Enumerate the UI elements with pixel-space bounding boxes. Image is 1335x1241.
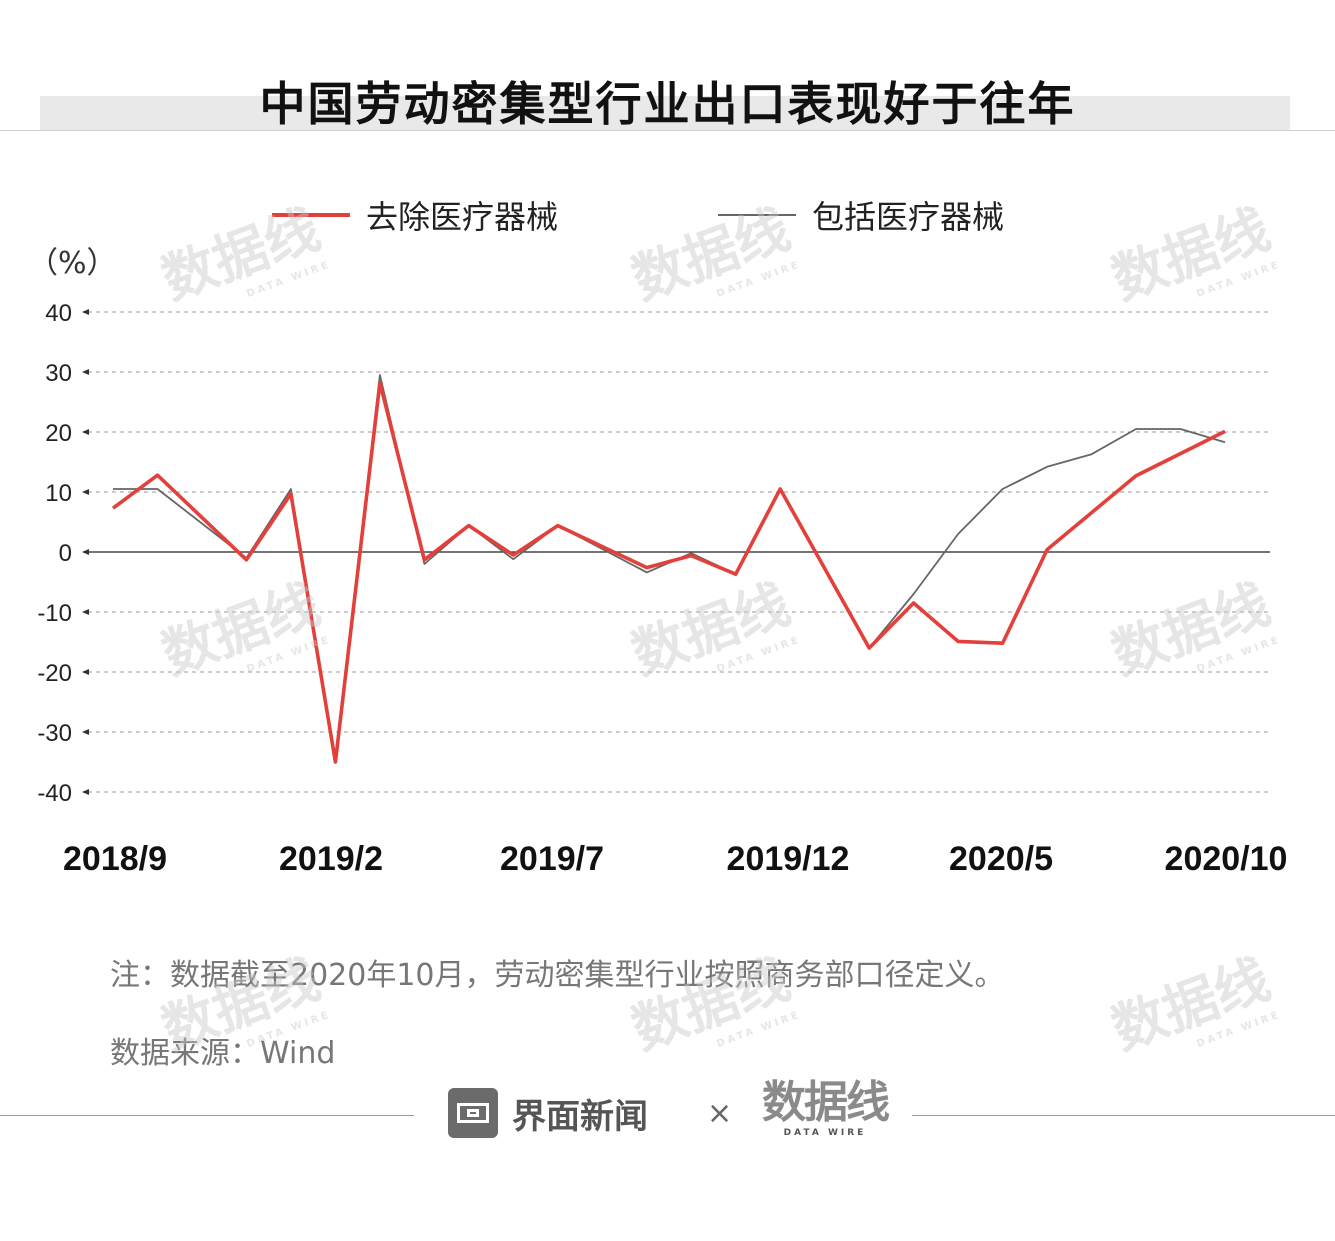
y-tick-label: 30 bbox=[45, 360, 72, 387]
jiemian-logo-icon bbox=[448, 1088, 498, 1138]
y-tick-marker bbox=[82, 549, 89, 555]
datawire-logo: 数据线 DATA WIRE bbox=[762, 1077, 890, 1139]
legend-item-excl: 去除医疗器械 bbox=[272, 193, 558, 237]
jiemian-brand: 界面新闻 bbox=[448, 1088, 648, 1138]
jiemian-brand-name: 界面新闻 bbox=[512, 1096, 648, 1137]
y-tick-marker bbox=[82, 429, 89, 435]
legend-swatch-excl bbox=[272, 213, 350, 217]
series-line-incl bbox=[113, 374, 1226, 763]
y-tick-marker bbox=[82, 789, 89, 795]
y-tick-label: 0 bbox=[59, 540, 72, 567]
y-tick-label: -10 bbox=[37, 600, 72, 627]
chart-title: 中国劳动密集型行业出口表现好于往年 bbox=[259, 77, 1076, 131]
y-tick-marker bbox=[82, 369, 89, 375]
x-tick-label: 2018/9 bbox=[63, 840, 167, 878]
separator-x: × bbox=[707, 1096, 733, 1131]
footer-divider-left bbox=[0, 1115, 414, 1116]
title-rule bbox=[0, 130, 1335, 131]
watermark-sub: DATA WIRE bbox=[1195, 1009, 1283, 1050]
chart-note: 注：数据截至2020年10月，劳动密集型行业按照商务部口径定义。 bbox=[110, 958, 1005, 993]
legend-label-excl: 去除医疗器械 bbox=[366, 198, 559, 236]
y-tick-label: 40 bbox=[45, 300, 72, 327]
series-line-excl bbox=[111, 381, 1226, 764]
legend-swatch-incl bbox=[718, 214, 796, 216]
y-tick-label: 10 bbox=[45, 480, 72, 507]
x-tick-label: 2019/12 bbox=[727, 840, 850, 878]
x-tick-label: 2020/5 bbox=[949, 840, 1053, 878]
chart-source: 数据来源：Wind bbox=[110, 1036, 336, 1071]
datawire-logo-sub: DATA WIRE bbox=[783, 1128, 867, 1138]
watermark: 数据线 DATA WIRE bbox=[1099, 935, 1283, 1075]
x-tick-label: 2020/10 bbox=[1165, 840, 1288, 878]
y-unit-label: （%） bbox=[28, 246, 117, 281]
y-tick-marker bbox=[82, 729, 89, 735]
y-tick-marker bbox=[82, 489, 89, 495]
footer-divider-right bbox=[912, 1115, 1335, 1116]
y-tick-marker bbox=[82, 669, 89, 675]
legend-label-incl: 包括医疗器械 bbox=[812, 198, 1005, 236]
y-tick-marker bbox=[82, 609, 89, 615]
x-tick-label: 2019/7 bbox=[500, 840, 604, 878]
x-tick-label: 2019/2 bbox=[279, 840, 383, 878]
legend-item-incl: 包括医疗器械 bbox=[718, 193, 1004, 237]
y-tick-label: -30 bbox=[37, 720, 72, 747]
y-tick-label: -40 bbox=[37, 780, 72, 807]
title-band bbox=[40, 96, 1290, 130]
y-tick-label: 20 bbox=[45, 420, 72, 447]
y-tick-marker bbox=[82, 309, 89, 315]
datawire-logo-mark: 数据线 bbox=[762, 1077, 890, 1128]
watermark-sub: DATA WIRE bbox=[715, 1009, 803, 1050]
line-chart: 40 30 20 10 0 -10 -20 -30 -40 2018/9 2019/2 2019/7 2… bbox=[37, 300, 1288, 878]
y-tick-label: -20 bbox=[37, 660, 72, 687]
